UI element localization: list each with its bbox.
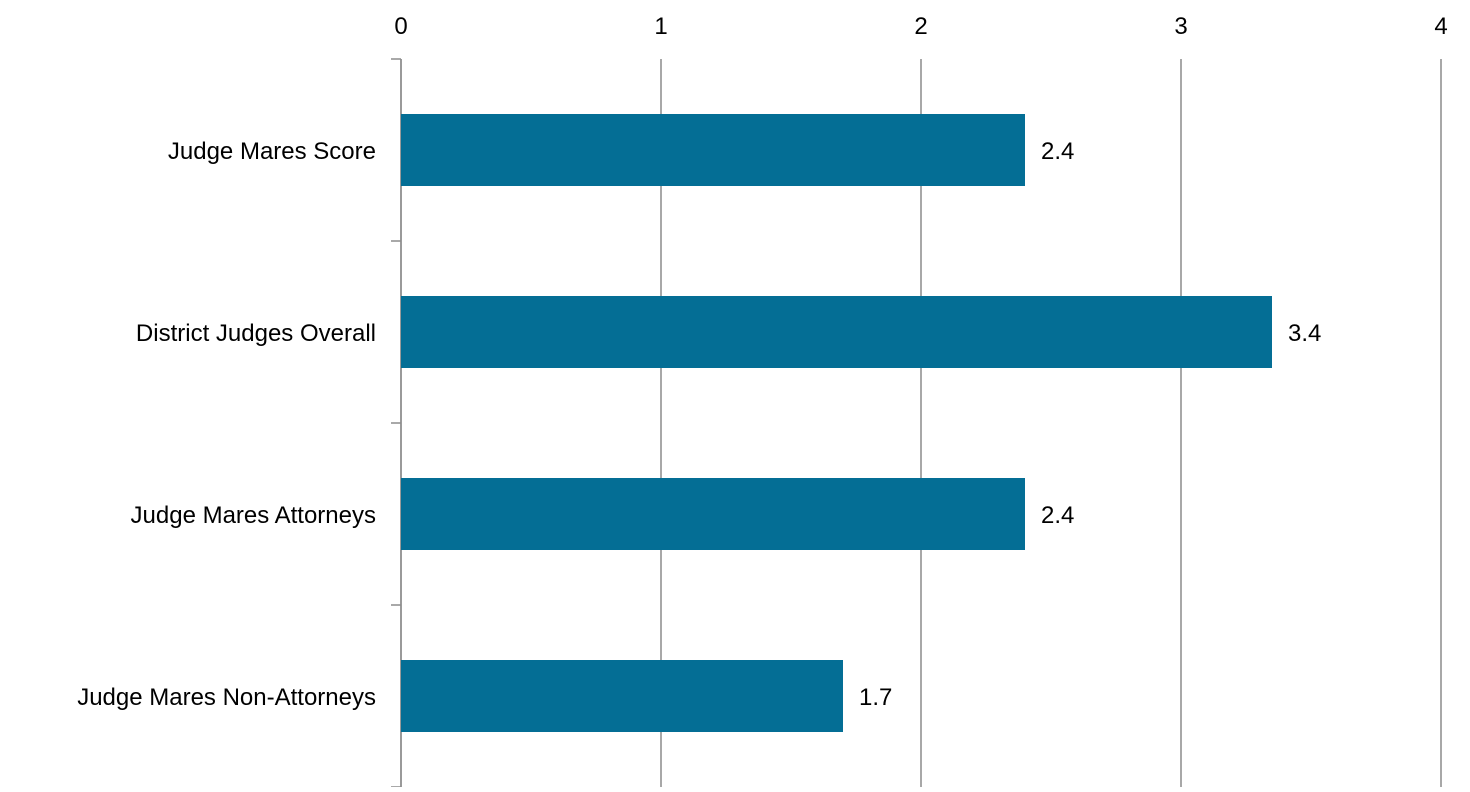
- category-label-3: Judge Mares Attorneys: [131, 502, 376, 529]
- category-label-4: Judge Mares Non-Attorneys: [77, 684, 376, 711]
- x-tick-label-1: 1: [654, 13, 667, 40]
- x-tick-label-3: 3: [1174, 13, 1187, 40]
- bar-1: [401, 114, 1025, 186]
- x-tick-label-0: 0: [394, 13, 407, 40]
- value-axis-ticks: 0 1 2 3 4: [394, 13, 1447, 40]
- data-label-3: 2.4: [1041, 502, 1074, 529]
- data-label-2: 3.4: [1288, 320, 1321, 347]
- category-label-2: District Judges Overall: [136, 320, 376, 347]
- data-labels: 2.4 3.4 2.4 1.7: [859, 138, 1321, 711]
- bar-3: [401, 478, 1025, 550]
- category-labels: Judge Mares Score District Judges Overall…: [77, 138, 376, 711]
- data-label-4: 1.7: [859, 684, 892, 711]
- x-tick-label-4: 4: [1434, 13, 1447, 40]
- x-tick-label-2: 2: [914, 13, 927, 40]
- category-label-1: Judge Mares Score: [168, 138, 376, 165]
- bar-4: [401, 660, 843, 732]
- data-label-1: 2.4: [1041, 138, 1074, 165]
- bars: [401, 114, 1272, 732]
- bar-2: [401, 296, 1272, 368]
- category-axis: [391, 58, 402, 788]
